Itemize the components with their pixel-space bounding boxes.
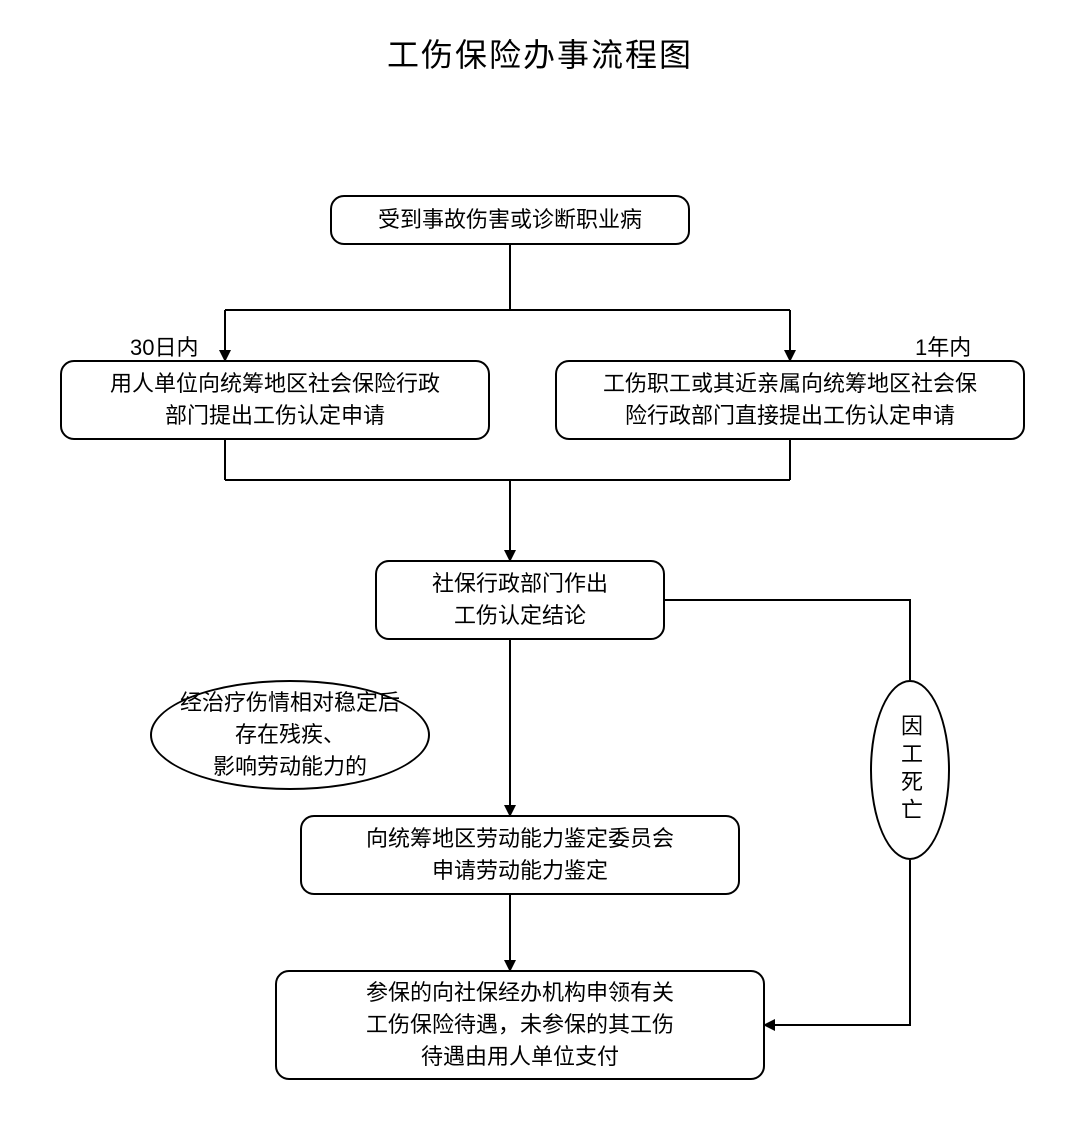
node-disability-condition-label: 经治疗伤情相对稳定后存在残疾、影响劳动能力的 bbox=[180, 687, 400, 783]
node-employer-apply-label: 用人单位向统筹地区社会保险行政部门提出工伤认定申请 bbox=[110, 368, 440, 432]
node-claim-benefit: 参保的向社保经办机构申领有关工伤保险待遇，未参保的其工伤待遇由用人单位支付 bbox=[275, 970, 765, 1080]
node-conclusion-label: 社保行政部门作出工伤认定结论 bbox=[432, 568, 608, 632]
annot-30-days: 30日内 bbox=[130, 330, 198, 362]
node-work-death: 因工死亡 bbox=[870, 680, 950, 860]
node-claim-benefit-label: 参保的向社保经办机构申领有关工伤保险待遇，未参保的其工伤待遇由用人单位支付 bbox=[366, 977, 674, 1073]
node-work-death-label: 因工死亡 bbox=[894, 714, 926, 826]
node-capacity-appraisal: 向统筹地区劳动能力鉴定委员会申请劳动能力鉴定 bbox=[300, 815, 740, 895]
annot-1-year: 1年内 bbox=[915, 330, 971, 362]
edge-n4-right bbox=[665, 600, 910, 680]
node-conclusion: 社保行政部门作出工伤认定结论 bbox=[375, 560, 665, 640]
node-employee-apply: 工伤职工或其近亲属向统筹地区社会保险行政部门直接提出工伤认定申请 bbox=[555, 360, 1025, 440]
node-capacity-appraisal-label: 向统筹地区劳动能力鉴定委员会申请劳动能力鉴定 bbox=[366, 823, 674, 887]
flowchart-canvas: 工伤保险办事流程图 受到事故伤害或诊断职业病 用人单位向统筹地区社会保险行政部门… bbox=[0, 0, 1080, 1123]
node-injury-or-disease-label: 受到事故伤害或诊断职业病 bbox=[378, 204, 642, 236]
node-employee-apply-label: 工伤职工或其近亲属向统筹地区社会保险行政部门直接提出工伤认定申请 bbox=[603, 368, 977, 432]
edge-e2-to-n6 bbox=[765, 860, 910, 1025]
node-employer-apply: 用人单位向统筹地区社会保险行政部门提出工伤认定申请 bbox=[60, 360, 490, 440]
node-injury-or-disease: 受到事故伤害或诊断职业病 bbox=[330, 195, 690, 245]
node-disability-condition: 经治疗伤情相对稳定后存在残疾、影响劳动能力的 bbox=[150, 680, 430, 790]
page-title: 工伤保险办事流程图 bbox=[0, 30, 1080, 76]
